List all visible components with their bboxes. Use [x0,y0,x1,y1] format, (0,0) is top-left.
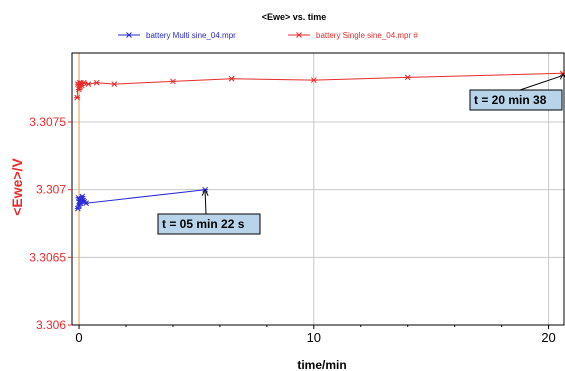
data-point [78,82,85,89]
data-point [83,200,90,207]
series-line [77,189,206,209]
data-point [76,203,83,209]
data-point [228,75,235,82]
annotation-label: t = 05 min 22 s [162,217,245,231]
data-point [310,77,317,83]
legend-marker [296,32,302,38]
annotation-arrowhead [201,189,209,196]
plot-area-frame [71,52,565,326]
x-tick-label: 10 [307,330,321,345]
data-point [80,79,87,86]
legend: battery Multi sine_04.mpr battery Single … [118,31,418,40]
x-tick-label: 0 [75,330,82,345]
series-layer [74,70,565,212]
data-point [93,79,100,86]
annotation-box [157,213,261,235]
annotation-arrow [519,74,564,91]
data-point [111,81,118,87]
y-tick-label: 3.3065 [29,250,66,264]
data-point [85,81,92,87]
legend-entry: battery Single sine_04.mpr # [316,31,418,40]
annotation-arrow [204,191,207,215]
axes: 0 10 20 3.306 3.3065 3.307 3.3075 [29,115,556,345]
legend-marker [126,32,132,38]
data-point [404,74,411,81]
chart-title: <Ewe> vs. time [262,12,327,22]
annotations-layer: t = 05 min 22 s t = 20 min 38 [157,73,565,235]
legend-entry: battery Multi sine_04.mpr [146,31,236,40]
x-axis-label: time/min [297,358,346,371]
data-point [74,94,81,101]
y-axis-label: <Ewe>/V [9,158,25,216]
y-tick-label: 3.3075 [29,115,66,129]
data-point [169,78,176,85]
x-tick-label: 20 [541,330,555,345]
y-tick-label: 3.307 [36,183,66,197]
annotation-label: t = 20 min 38 [474,93,547,107]
annotation-box [469,89,563,111]
y-tick-label: 3.306 [36,318,66,332]
